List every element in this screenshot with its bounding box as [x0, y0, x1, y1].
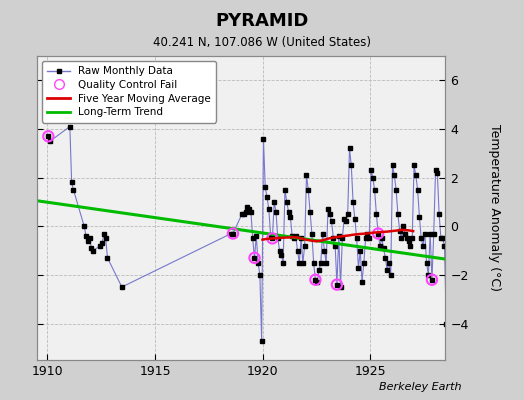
Text: PYRAMID: PYRAMID — [215, 12, 309, 30]
Point — [229, 230, 237, 237]
Y-axis label: Temperature Anomaly (°C): Temperature Anomaly (°C) — [488, 124, 501, 292]
Text: Berkeley Earth: Berkeley Earth — [379, 382, 461, 392]
Point — [333, 282, 341, 288]
Point — [250, 255, 259, 261]
Point — [374, 230, 383, 237]
Legend: Raw Monthly Data, Quality Control Fail, Five Year Moving Average, Long-Term Tren: Raw Monthly Data, Quality Control Fail, … — [42, 61, 216, 122]
Point — [268, 235, 277, 242]
Point — [428, 276, 436, 283]
Point — [311, 276, 320, 283]
Text: 40.241 N, 107.086 W (United States): 40.241 N, 107.086 W (United States) — [153, 36, 371, 49]
Point — [44, 133, 52, 140]
